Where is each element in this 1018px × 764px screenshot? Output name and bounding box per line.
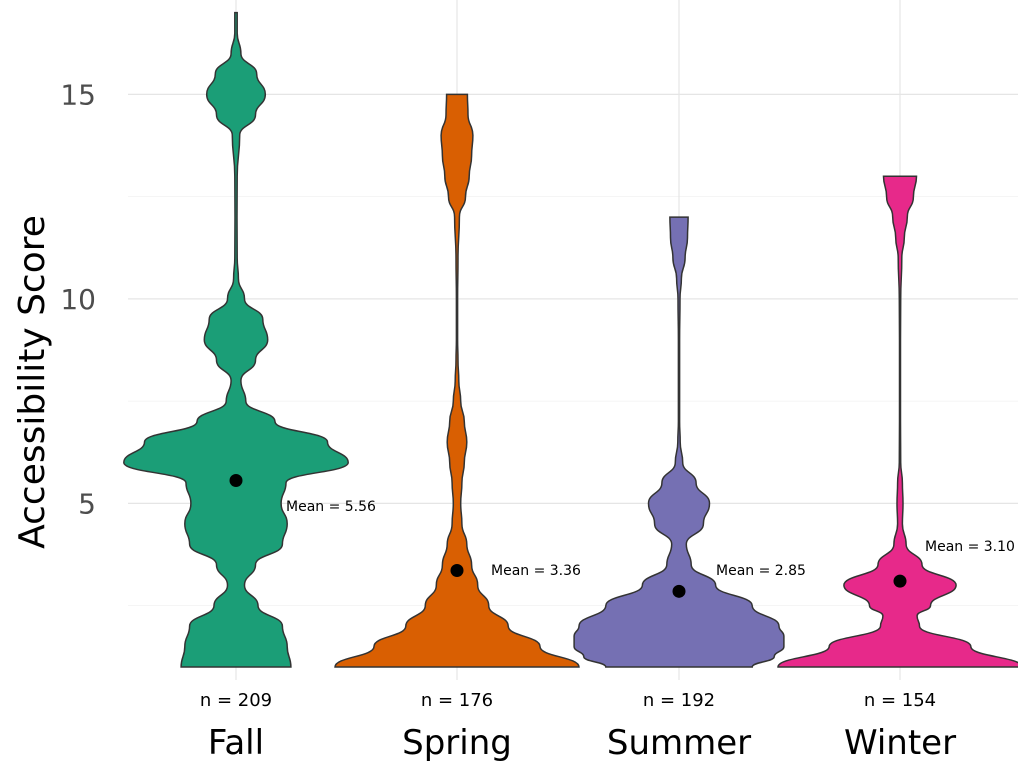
- label-layer: 5 10 15 Mean = 5.56 Mean = 3.36 Mean = 2.85 Me…: [60, 78, 1015, 763]
- n-label-winter: n = 154: [864, 690, 936, 711]
- violin-winter: [777, 175, 1018, 668]
- violin-summer: [573, 216, 785, 668]
- mean-point-summer: [672, 584, 686, 598]
- mean-label-spring: Mean = 3.36: [491, 563, 581, 579]
- x-tick-label-winter: Winter: [844, 723, 956, 763]
- y-axis-title: Accessibility Score: [12, 215, 53, 549]
- y-tick-label: 15: [60, 78, 96, 111]
- n-label-spring: n = 176: [421, 690, 493, 711]
- mean-point-winter: [893, 574, 907, 588]
- y-tick-label: 5: [78, 487, 96, 520]
- x-tick-label-fall: Fall: [208, 723, 264, 763]
- mean-label-fall: Mean = 5.56: [286, 499, 376, 515]
- violin-spring: [334, 93, 580, 668]
- mean-point-fall: [229, 473, 243, 487]
- violin-fall: [123, 11, 349, 668]
- x-tick-label-summer: Summer: [607, 723, 751, 763]
- mean-label-summer: Mean = 2.85: [716, 563, 806, 579]
- x-tick-label-spring: Spring: [402, 723, 512, 763]
- n-label-fall: n = 209: [200, 690, 272, 711]
- n-label-summer: n = 192: [643, 690, 715, 711]
- y-tick-label: 10: [60, 283, 96, 316]
- mean-label-winter: Mean = 3.10: [925, 539, 1015, 555]
- violin-layer: [123, 11, 1018, 668]
- mean-point-spring: [450, 563, 464, 577]
